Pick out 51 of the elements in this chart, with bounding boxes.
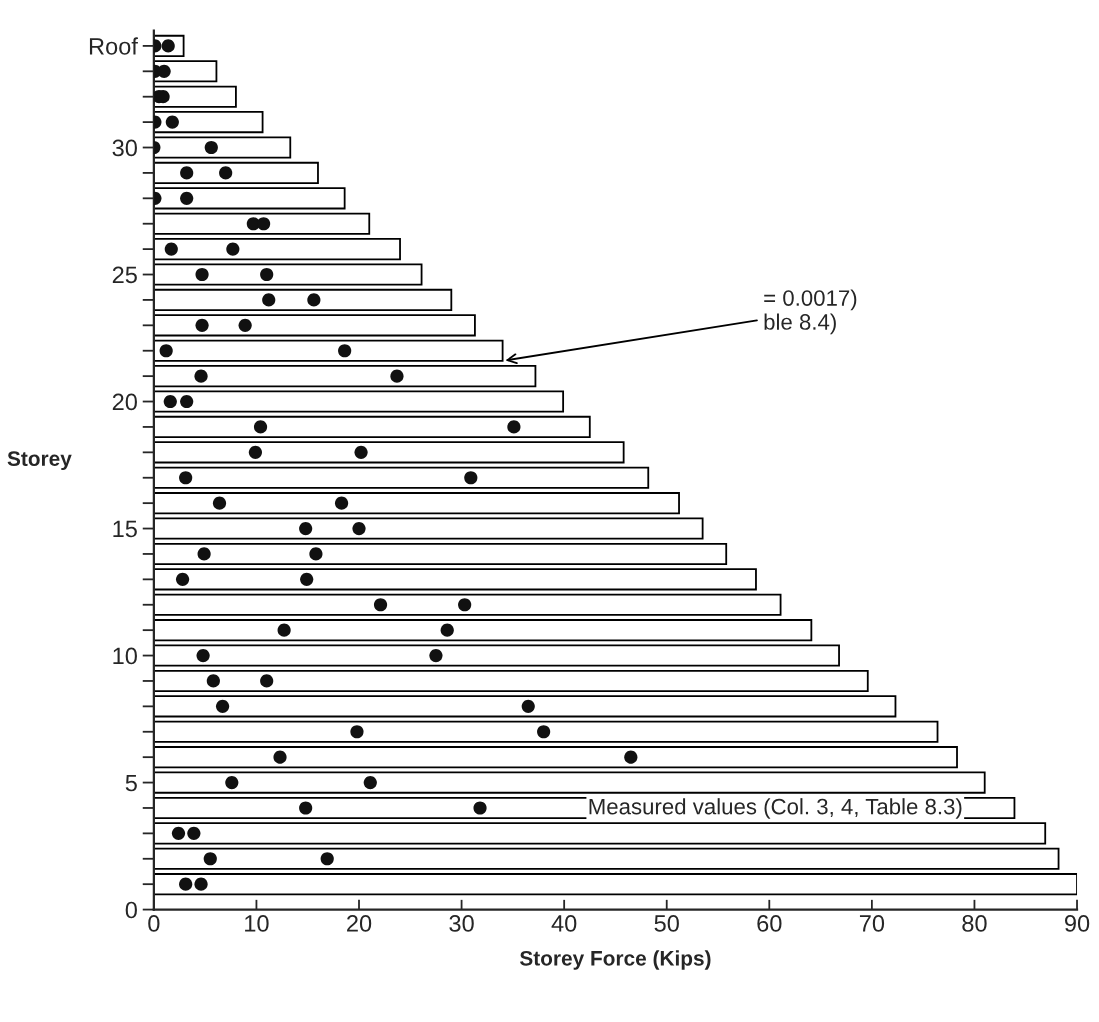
bar bbox=[153, 771, 986, 794]
bar bbox=[153, 695, 897, 718]
bar bbox=[153, 314, 476, 337]
bar bbox=[153, 161, 319, 184]
bar bbox=[153, 720, 939, 743]
bar bbox=[153, 847, 1060, 870]
x-axis-title: Storey Force (Kips) bbox=[519, 950, 711, 970]
x-tick-label: 70 bbox=[859, 915, 885, 932]
bar bbox=[153, 517, 704, 540]
bar bbox=[153, 492, 680, 515]
bar bbox=[153, 415, 591, 439]
y-tick-label: 15 bbox=[113, 520, 137, 538]
bar bbox=[153, 288, 453, 311]
bar bbox=[153, 238, 401, 261]
x-tick-label: 80 bbox=[962, 915, 987, 932]
x-tick-label: 50 bbox=[654, 915, 679, 932]
y-tick-label: 20 bbox=[112, 393, 137, 411]
x-tick-label: 40 bbox=[551, 915, 577, 932]
bar bbox=[153, 263, 423, 286]
bar bbox=[153, 568, 757, 591]
bar bbox=[153, 85, 237, 108]
bar bbox=[153, 619, 813, 642]
bar bbox=[153, 873, 1078, 896]
x-tick-label: 0 bbox=[148, 915, 160, 932]
x-tick-label: 60 bbox=[757, 915, 782, 932]
bar bbox=[153, 746, 958, 769]
y-tick-label: 25 bbox=[112, 266, 137, 284]
bar bbox=[153, 390, 565, 413]
bar bbox=[153, 669, 869, 693]
x-tick-label: 90 bbox=[1065, 915, 1090, 932]
bar bbox=[153, 644, 840, 667]
y-axis-title: Storey bbox=[7, 451, 72, 471]
bar bbox=[153, 187, 346, 210]
bar bbox=[153, 466, 650, 489]
bar bbox=[153, 822, 1047, 845]
bar bbox=[153, 212, 371, 235]
y-tick-label: 30 bbox=[112, 139, 137, 157]
y-tick-label: 0 bbox=[125, 901, 137, 919]
bar bbox=[153, 136, 292, 159]
x-tick-label: 30 bbox=[449, 915, 474, 932]
annotation: Measured values (Col. 3, 4, Table 8.3) bbox=[589, 798, 962, 819]
annotation: = 0.0017) ble 8.4) bbox=[764, 289, 857, 335]
y-tick-label: 10 bbox=[113, 647, 137, 665]
x-tick-label: 20 bbox=[347, 915, 372, 932]
bar bbox=[153, 441, 625, 464]
x-tick-label: 10 bbox=[245, 915, 269, 932]
y-tick-label: Roof bbox=[89, 37, 138, 55]
y-tick-label: 5 bbox=[125, 774, 137, 792]
bar bbox=[153, 593, 782, 616]
bar bbox=[153, 339, 504, 362]
bar bbox=[153, 542, 728, 566]
